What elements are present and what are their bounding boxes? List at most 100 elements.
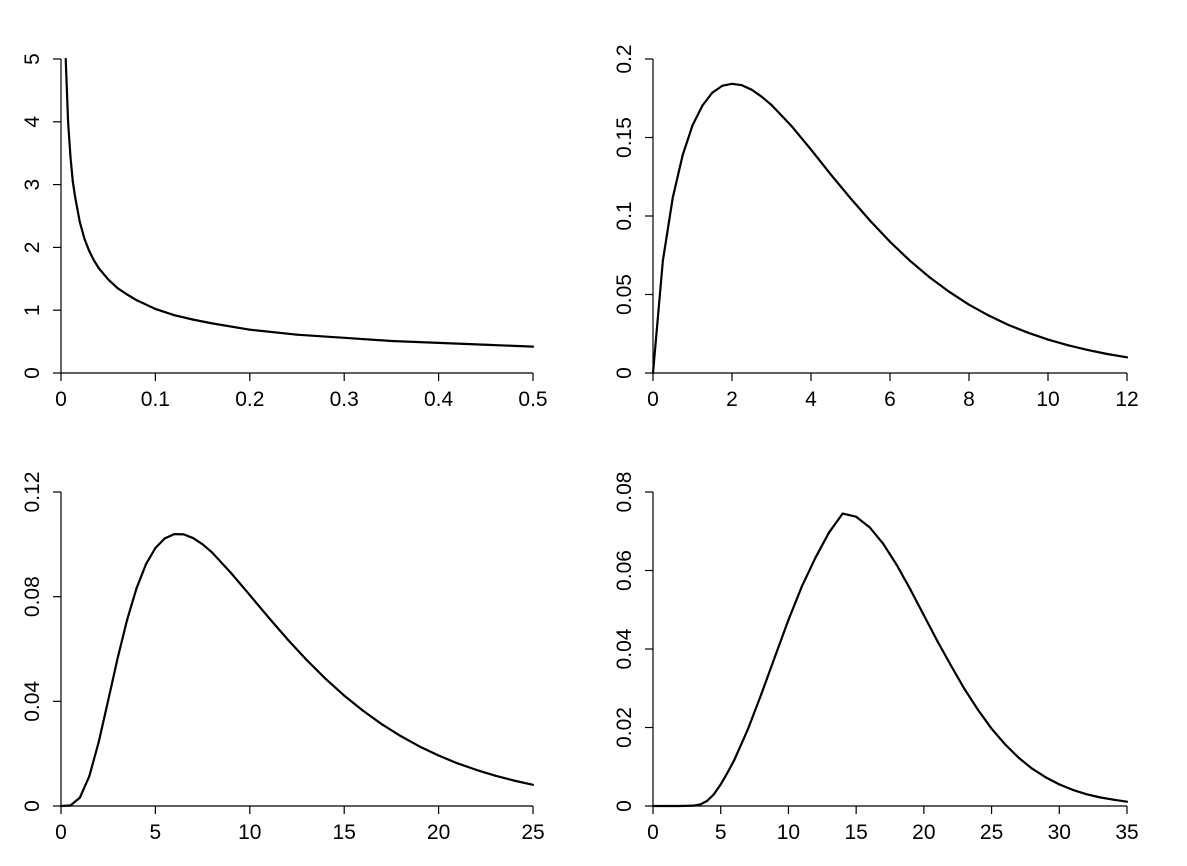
- curve-segment: [125, 293, 138, 302]
- curve-segment: [163, 533, 176, 540]
- curve-segment: [92, 259, 100, 270]
- x-tick-label: 2: [726, 388, 738, 411]
- curve-segment: [83, 238, 91, 253]
- curve-segment: [78, 221, 86, 241]
- curve-segment: [1106, 352, 1129, 359]
- curve-segment: [773, 618, 790, 658]
- curve-segment: [841, 512, 858, 518]
- x-tick-label: 20: [912, 821, 935, 844]
- curve-segment: [267, 616, 289, 641]
- curve-segment: [726, 758, 736, 774]
- curve-segment: [456, 762, 478, 771]
- curve-segment: [908, 259, 931, 279]
- curve-segment: [868, 526, 885, 545]
- curve-segment: [192, 318, 214, 325]
- y-tick-label: 0.15: [613, 117, 636, 158]
- curve-segment: [1044, 776, 1061, 786]
- curve-segment: [1086, 348, 1109, 356]
- curve-segment: [699, 799, 709, 806]
- curve-segment: [64, 57, 70, 123]
- curve-segment: [967, 303, 990, 317]
- curve-segment: [399, 735, 421, 748]
- y-tick-label: 0.1: [613, 201, 636, 230]
- curve-segment: [295, 333, 346, 339]
- curve-segment: [437, 341, 487, 346]
- x-tick-label: 20: [427, 821, 450, 844]
- curve-segment: [343, 336, 393, 343]
- panel-bottom-left: 0 5 10 15 20 25 0 0.04 0.08 0.12: [21, 472, 545, 844]
- curve-segment: [855, 515, 871, 529]
- curve-segment: [78, 775, 91, 799]
- curve-segment: [154, 307, 176, 317]
- curve-segment: [1085, 793, 1102, 799]
- y-tick-label: 4: [21, 116, 44, 128]
- y-tick-label: 5: [21, 53, 44, 65]
- curve-segment: [154, 537, 166, 550]
- curve-segment: [173, 314, 195, 321]
- curve-segment: [760, 95, 773, 107]
- curve-segment: [809, 148, 832, 176]
- curve-segment: [107, 278, 119, 290]
- curve-segment: [746, 693, 763, 731]
- x-tick-label: 25: [521, 821, 544, 844]
- curve-segment: [1098, 796, 1115, 801]
- curve-segment: [719, 771, 729, 786]
- curve-segment: [909, 588, 925, 617]
- curve-segment: [882, 542, 898, 567]
- curve-segment: [1066, 344, 1089, 352]
- curve-segment: [888, 240, 911, 262]
- x-tick-label: 0.2: [235, 388, 264, 411]
- panel-top-left: 0 0.1 0.2 0.3 0.4 0.5 0 1 2 3 4 5: [21, 53, 548, 411]
- curve-segment: [790, 124, 813, 151]
- curve-segment: [1031, 767, 1047, 779]
- curve-segment: [475, 768, 497, 777]
- curve-segment: [229, 571, 251, 597]
- curve-segment: [787, 585, 804, 622]
- curve-segment: [800, 556, 817, 588]
- curve-segment: [66, 120, 72, 158]
- curve-segment: [135, 299, 157, 311]
- y-tick-label: 3: [21, 179, 44, 191]
- y-tick-label: 0.04: [21, 681, 44, 722]
- curve-segment: [210, 322, 251, 331]
- series-line: [651, 82, 1129, 375]
- x-tick-label: 4: [805, 388, 817, 411]
- y-tick-label: 0.05: [613, 274, 636, 315]
- curve-segment: [144, 546, 157, 566]
- x-tick-label: 0.4: [424, 388, 454, 411]
- curve-segment: [661, 196, 674, 262]
- curve-segment: [1007, 323, 1030, 334]
- series-line: [59, 533, 535, 808]
- curve-segment: [97, 267, 110, 281]
- curve-segment: [418, 745, 440, 757]
- curve-segment: [976, 708, 993, 730]
- panel-top-right: 0 2 4 6 8 10 12 0 0.05 0.1 0.15 0.2: [613, 44, 1139, 411]
- x-tick-label: 0.1: [141, 388, 170, 411]
- curve-segment: [928, 276, 951, 293]
- y-tick-label: 0: [21, 800, 44, 812]
- y-tick-label: 0.06: [613, 550, 636, 591]
- curve-segment: [1058, 783, 1074, 792]
- series-line: [651, 512, 1129, 808]
- y-tick-label: 0.04: [613, 628, 636, 669]
- y-tick-label: 0.08: [613, 472, 636, 513]
- x-tick-label: 12: [1115, 388, 1138, 411]
- curve-segment: [849, 197, 872, 222]
- curve-segment: [513, 779, 535, 786]
- curve-segment: [210, 551, 233, 574]
- curve-segment: [88, 250, 96, 262]
- curve-segment: [97, 699, 110, 743]
- curve-segment: [1017, 756, 1034, 770]
- x-tick-label: 0: [647, 821, 659, 844]
- x-tick-label: 10: [777, 821, 800, 844]
- curve-segment: [760, 655, 776, 696]
- curve-segment: [770, 103, 793, 127]
- curve-segment: [949, 664, 966, 691]
- x-tick-label: 5: [715, 821, 727, 844]
- x-tick-label: 15: [333, 821, 356, 844]
- curve-segment: [827, 512, 844, 534]
- curve-segment: [286, 638, 308, 661]
- curve-segment: [701, 91, 714, 107]
- x-tick-label: 0: [647, 388, 659, 411]
